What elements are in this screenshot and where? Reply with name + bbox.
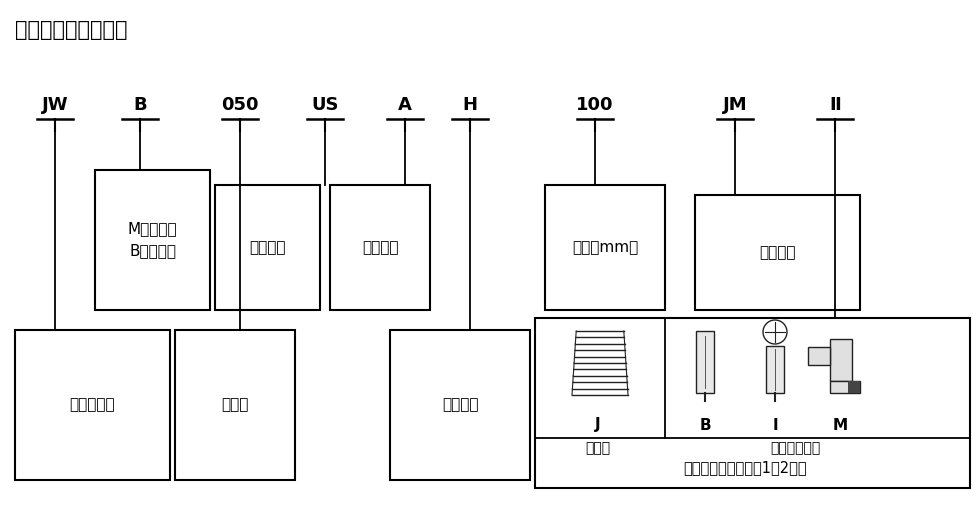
Bar [390,330,530,480]
Text: Ⅱ: Ⅱ [829,96,841,114]
Bar [830,339,852,381]
Text: 活动螺母型标注螺母1或2方位: 活动螺母型标注螺母1或2方位 [683,460,807,476]
Bar [330,185,430,310]
Bar [95,170,210,310]
Bar [848,381,860,393]
Bar [215,185,320,310]
Text: US: US [312,96,339,114]
Text: 安装方位: 安装方位 [760,245,796,260]
Text: I: I [772,417,778,433]
Text: 输入形式: 输入形式 [362,240,398,255]
Bar [766,346,784,393]
Text: M: M [832,417,848,433]
Text: 机座号: 机座号 [221,397,249,413]
Text: 100: 100 [576,96,613,114]
Text: 装配形式: 装配形式 [249,240,286,255]
Text: 顶端连接方式: 顶端连接方式 [770,441,820,455]
Bar [15,330,170,480]
Bar [695,195,860,310]
Text: H: H [463,96,477,114]
Text: M梯形丝杆
B滚珠丝杆: M梯形丝杆 B滚珠丝杆 [127,221,177,259]
Text: JW: JW [42,96,69,114]
Bar [830,381,860,393]
Text: JM: JM [722,96,748,114]
Bar [808,347,830,365]
Text: B: B [133,96,147,114]
Text: 蜗轮速比: 蜗轮速比 [442,397,478,413]
Text: 升降机系列: 升降机系列 [70,397,116,413]
Text: 行程（mm）: 行程（mm） [572,240,638,255]
Bar [535,318,970,488]
Text: B: B [699,417,710,433]
Bar [545,185,665,310]
Text: J: J [595,417,601,433]
Text: A: A [398,96,412,114]
Text: 防尘罩: 防尘罩 [585,441,611,455]
Bar [696,331,714,393]
Bar [175,330,295,480]
Text: 050: 050 [221,96,259,114]
Text: 型号表示方法举例：: 型号表示方法举例： [15,20,127,40]
